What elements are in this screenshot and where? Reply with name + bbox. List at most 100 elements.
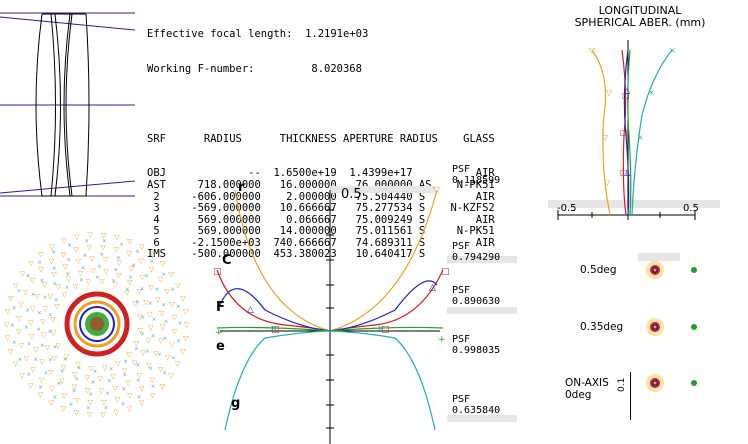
cell-flag: S [412,236,432,249]
spot-point: ▽ [159,309,165,317]
spot-point: ▽ [13,360,19,368]
spot-point: ▽ [73,282,79,290]
spot-point: × [104,404,109,413]
svg-text:▽: ▽ [602,133,609,142]
cell-srf: 2 [147,190,173,203]
field-spots [646,261,697,392]
spot-point: ▽ [103,256,109,264]
psf-value-e: 0.998035 [452,345,501,356]
spot-point: × [52,280,57,289]
spot-point: × [26,271,31,280]
spot-point: × [67,256,72,265]
spot-point: ▽ [180,348,186,356]
psf-title: PSF [452,241,471,252]
fnum-line: Working F-number: 8.020368 [147,63,495,76]
col-aperture: APERTURE RADIUS [343,132,438,145]
spot-point: × [114,265,119,274]
spot-point: × [48,355,53,364]
spot-point: ▽ [38,391,44,399]
ray-fan-markers: □ □ △ △ □ □ × × + + ▽ [213,186,450,345]
spot-point: ▽ [101,411,107,419]
spot-point: ▽ [139,243,145,251]
spot-point: ▽ [78,270,84,278]
field-spot-2 [646,374,697,392]
spot-point: ▽ [42,305,48,313]
spot-point: ▽ [158,365,164,373]
cell-glass: N-KZFS2 [431,202,495,215]
spot-point: × [51,248,56,257]
spot-point: × [17,287,22,296]
spot-point: × [171,353,176,362]
spot-point: ▽ [29,333,35,341]
cell-radius: -500.000000 [172,248,261,261]
spot-point: ▽ [59,377,65,385]
table-header: SRF RADIUS THICKNESS APERTURE RADIUS GLA… [147,132,495,146]
field-spot-0 [646,261,697,279]
cell-glass: AIR [431,190,495,203]
spot-point: ▽ [160,382,166,390]
svg-text:▽: ▽ [589,46,596,55]
spot-point: × [57,379,62,388]
spot-point: ▽ [30,277,36,285]
cell-radius: 569.000000 [172,225,261,238]
spot-point: ▽ [28,382,34,390]
svg-text:□: □ [620,168,628,177]
ray-fan-curves [216,189,444,431]
spot-point: × [122,384,127,393]
cell-flag: S [412,213,432,226]
spot-point: ▽ [101,399,107,407]
psf-label-r: PSF 0.118599 [452,164,500,186]
spot-point: × [162,270,167,279]
spot-point: ▽ [155,296,161,304]
spot-point: ▽ [28,319,34,327]
psf-value-r: 0.118599 [452,175,501,186]
spot-point: ▽ [61,251,67,259]
svg-text:□: □ [441,267,450,277]
spot-point: ▽ [114,233,120,241]
cell-radius: -569.000000 [172,202,261,215]
spot-point: × [43,293,48,302]
spot-point: ▽ [132,359,138,367]
spot-point: ▽ [91,267,97,275]
lsa-curves [591,49,673,216]
spot-point: × [148,364,153,373]
fan-label-r: r [238,180,245,195]
spot-point: ▽ [146,337,152,345]
cell-thickness: 453.380023 [260,248,337,261]
spot-point: × [150,257,155,266]
spot-point: ▽ [133,300,139,308]
spot-point: ▽ [20,372,26,380]
cell-srf: IMS [147,248,173,261]
cell-aperture: 75.009249 [336,213,413,226]
spot-point: ▽ [175,282,181,290]
spot-point: ▽ [99,387,105,395]
col-thickness: THICKNESS [279,132,337,145]
spot-point: ▽ [5,334,11,342]
spot-point: ▽ [64,353,70,361]
spot-point: ▽ [170,341,176,349]
spot-point: ▽ [5,307,11,315]
svg-text:△: △ [624,168,631,177]
spot-point: ▽ [86,278,92,286]
field-label-0: 0.5deg [580,264,617,276]
spot-point: × [111,276,116,285]
spot-point: ▽ [63,263,69,271]
lsa-markers: ▽ ▽ ▽ ▽ □ □ □ △ △ × × × [589,46,676,187]
spot-point: ▽ [8,294,14,302]
field-grey-bar [638,253,680,261]
spot-point: × [105,389,110,398]
table-row: 2 -606.000000 2.000000 75.504440 S AIR [147,190,495,204]
spot-point: ▽ [169,271,175,279]
lsa-curve-F [623,49,630,216]
cell-flag: S [412,225,432,238]
spot-point: × [144,271,149,280]
spot-point: ▽ [114,246,120,254]
spot-point: ▽ [74,233,80,241]
spot-point: × [136,376,141,385]
spot-ring-orange: ▽ ▽ ▽ ▽ ▽ ▽ ▽ ▽ ▽ ▽ ▽ ▽ ▽ ▽ ▽ ▽ ▽ ▽ ▽ ▽ ▽ ▽ ▽ ▽ ▽ ▽ ▽ ▽ ▽ ▽ ▽ ▽ ▽ ▽ ▽ ▽ ▽ ▽ ▽ ▽… [4,231,190,419]
spot-point: ▽ [149,266,155,274]
spot-point: × [162,369,167,378]
spot-point: × [141,313,146,322]
psf-title: PSF [452,285,471,296]
spot-point: × [10,321,15,330]
